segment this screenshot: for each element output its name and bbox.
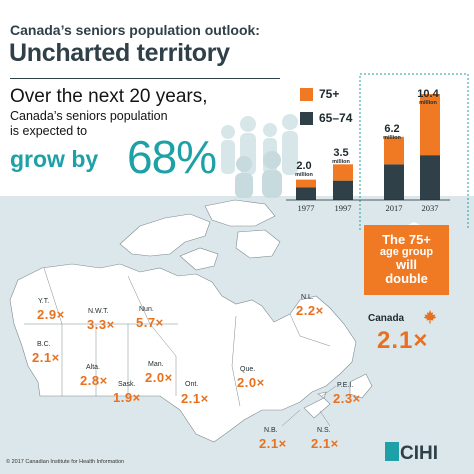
victoria-island xyxy=(179,247,219,271)
border-que-nl xyxy=(289,313,331,347)
region-name-bc: B.C. xyxy=(37,341,51,348)
bar-unit-label: million xyxy=(332,159,350,165)
growth-percent: 68% xyxy=(127,131,217,183)
region-name-man: Man. xyxy=(148,361,164,368)
seniors-silhouette-icon xyxy=(221,114,298,198)
canada-map xyxy=(9,199,373,443)
region-name-nun: Nun. xyxy=(139,306,154,313)
tick-label-year: 1997 xyxy=(334,203,352,213)
cihi-logo-mark xyxy=(385,442,399,461)
baffin-island xyxy=(235,229,281,259)
region-value-nun: 5.7× xyxy=(136,315,164,330)
bar-total-label: 6.2 xyxy=(384,123,400,135)
region-value-nwt: 3.3× xyxy=(87,317,115,332)
region-value-pei: 2.3× xyxy=(333,391,361,406)
newfoundland xyxy=(349,373,373,399)
nova-scotia xyxy=(303,397,331,419)
legend-label-65-74: 65–74 xyxy=(319,111,353,125)
bar-segment-75-plus-2037 xyxy=(420,94,440,156)
title-divider xyxy=(10,78,280,79)
bar-segment-65-74-1977 xyxy=(296,187,316,200)
arctic-islands xyxy=(119,213,211,257)
population-bar-chart xyxy=(286,94,450,201)
intro-line-3: is expected to xyxy=(10,124,88,138)
leader-line-pei xyxy=(321,385,337,397)
bar-segment-65-74-1997 xyxy=(333,180,353,200)
region-value-bc: 2.1× xyxy=(32,350,60,365)
bar-segment-65-74-2037 xyxy=(420,155,440,200)
region-value-ns: 2.1× xyxy=(311,436,339,451)
region-value-alta: 2.8× xyxy=(80,373,108,388)
callout-line-3: will xyxy=(396,257,417,273)
legend-swatch-65-74 xyxy=(300,111,313,125)
region-name-yt: Y.T. xyxy=(38,298,50,305)
page-title: Uncharted territory xyxy=(9,39,230,67)
bar-segment-65-74-2017 xyxy=(384,164,404,200)
arctic-islands-north xyxy=(204,199,276,227)
bar-segment-75-plus-2017 xyxy=(384,136,404,165)
region-name-ns: N.S. xyxy=(317,427,331,434)
region-name-sask: Sask. xyxy=(118,381,136,388)
callout-line-1: The 75+ xyxy=(382,232,431,247)
border-man-ont xyxy=(149,323,177,396)
region-value-que: 2.0× xyxy=(237,375,265,390)
region-name-nl: N.L. xyxy=(301,294,314,301)
legend-item-65-74: 65–74 xyxy=(300,111,352,125)
bar-total-label: 2.0 xyxy=(296,160,312,172)
page-subtitle: Canada’s seniors population outlook: xyxy=(10,22,260,38)
grow-by-text: grow by xyxy=(10,146,99,172)
legend-item-75-plus: 75+ xyxy=(300,87,339,101)
region-name-ont: Ont. xyxy=(185,381,199,388)
border-ont-que xyxy=(231,315,241,407)
mainland-canada xyxy=(9,263,357,443)
region-name-alta: Alta. xyxy=(86,364,101,371)
region-value-sask: 1.9× xyxy=(113,390,141,405)
canada-value: 2.1× xyxy=(377,327,429,354)
maple-leaf-icon xyxy=(423,310,437,324)
region-value-nl: 2.2× xyxy=(296,303,324,318)
bar-unit-label: million xyxy=(295,172,313,178)
callout-line-2: age group xyxy=(379,245,434,258)
bar-unit-label: million xyxy=(419,100,437,106)
legend-swatch-75-plus xyxy=(300,87,313,101)
pei xyxy=(317,391,327,399)
cihi-logo: CIHI xyxy=(400,443,438,464)
tick-label-year: 2017 xyxy=(385,203,403,213)
callout-75-plus: The 75+ age group will double xyxy=(364,225,449,295)
region-value-man: 2.0× xyxy=(145,370,173,385)
region-value-yt: 2.9× xyxy=(37,307,65,322)
intro-line-2: Canada’s seniors population xyxy=(10,109,168,123)
intro-line-1: Over the next 20 years, xyxy=(10,86,208,107)
bar-total-label: 3.5 xyxy=(333,147,349,159)
callout-line-4: double xyxy=(385,270,428,286)
tick-label-year: 2037 xyxy=(421,203,439,213)
region-value-nb: 2.1× xyxy=(259,436,287,451)
region-name-pei: P.E.I. xyxy=(337,382,354,389)
legend-label-75-plus: 75+ xyxy=(319,87,340,101)
canada-label: Canada xyxy=(368,313,405,324)
tick-label-year: 1977 xyxy=(297,203,315,213)
leader-line-ns xyxy=(319,410,331,427)
leader-line-nb xyxy=(281,409,301,427)
bar-segment-75-plus-1997 xyxy=(333,164,353,181)
bar-segment-75-plus-1977 xyxy=(296,179,316,188)
region-name-que: Que. xyxy=(240,366,256,373)
border-yt-nwt xyxy=(43,267,63,325)
border-nwt-nun xyxy=(127,275,151,325)
region-name-nb: N.B. xyxy=(264,427,278,434)
region-value-ont: 2.1× xyxy=(181,391,209,406)
copyright-text: © 2017 Canadian Institute for Health Inf… xyxy=(6,459,125,465)
bar-unit-label: million xyxy=(383,135,401,141)
region-name-nwt: N.W.T. xyxy=(88,308,109,315)
bar-total-label: 10.4 xyxy=(417,88,439,100)
